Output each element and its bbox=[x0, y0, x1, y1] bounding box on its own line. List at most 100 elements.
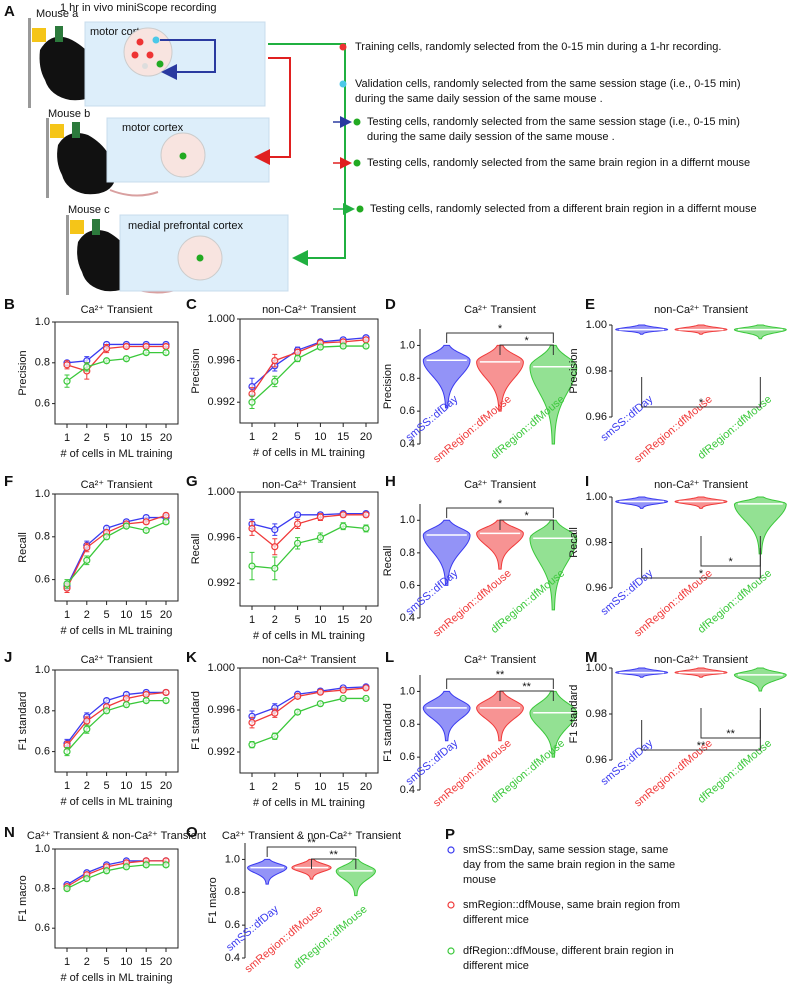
category-label: smSS::dfDay bbox=[599, 567, 656, 618]
point bbox=[83, 717, 91, 725]
x-tick-label: 5 bbox=[295, 614, 301, 626]
y-tick-label: 0.4 bbox=[225, 952, 240, 964]
violin bbox=[422, 344, 471, 409]
y-tick-label: 1.0 bbox=[400, 685, 415, 697]
chart-title: Ca²⁺ Transient bbox=[81, 654, 153, 666]
miniscope bbox=[72, 122, 80, 138]
legend-text: smSS::smDay, same session stage, same bbox=[463, 844, 668, 856]
y-tick-label: 0.6 bbox=[400, 405, 415, 417]
x-tick-label: 1 bbox=[249, 614, 255, 626]
y-tick-label: 0.992 bbox=[207, 396, 235, 408]
chart-title: non-Ca²⁺ Transient bbox=[262, 479, 356, 491]
bracket bbox=[499, 519, 554, 530]
point bbox=[122, 863, 131, 871]
cell bbox=[142, 63, 148, 69]
panel-label: C bbox=[186, 296, 197, 313]
significance: * bbox=[699, 397, 704, 409]
point bbox=[83, 363, 91, 371]
significance: * bbox=[729, 556, 734, 568]
legend-text: day from the same brain region in the sa… bbox=[463, 859, 675, 871]
legend-marker bbox=[447, 947, 455, 955]
x-axis-label: # of cells in ML training bbox=[60, 625, 172, 637]
panel-label: O bbox=[186, 824, 198, 841]
legend-dot bbox=[339, 80, 347, 88]
x-tick-label: 15 bbox=[337, 614, 349, 626]
point bbox=[339, 694, 347, 703]
y-tick-label: 0.6 bbox=[35, 746, 50, 758]
panel-label: N bbox=[4, 824, 15, 841]
tail bbox=[109, 189, 159, 197]
y-tick-label: 0.96 bbox=[586, 582, 607, 594]
point bbox=[248, 398, 256, 406]
plot-frame bbox=[239, 318, 379, 424]
point bbox=[248, 741, 256, 749]
y-tick-label: 1.00 bbox=[586, 662, 607, 674]
significance: ** bbox=[307, 837, 316, 849]
series-line bbox=[251, 345, 366, 403]
y-axis-label: F1 standard bbox=[190, 691, 202, 750]
category-label: smRegion::dfMouse bbox=[243, 903, 326, 975]
y-tick-label: 1.0 bbox=[35, 843, 50, 855]
point bbox=[63, 580, 71, 588]
point bbox=[63, 884, 71, 893]
x-tick-label: 10 bbox=[314, 614, 326, 626]
y-axis-label: Recall bbox=[17, 532, 29, 563]
x-tick-label: 1 bbox=[64, 956, 70, 968]
point bbox=[294, 348, 302, 356]
point bbox=[162, 518, 170, 526]
significance: * bbox=[498, 498, 503, 510]
violin bbox=[733, 496, 787, 555]
x-axis-label: # of cells in ML training bbox=[253, 630, 365, 642]
legend-marker bbox=[447, 846, 455, 854]
y-tick-label: 0.996 bbox=[207, 704, 235, 716]
cell bbox=[179, 152, 187, 160]
lick-port bbox=[70, 220, 84, 234]
x-tick-label: 5 bbox=[295, 431, 301, 443]
panel-label: I bbox=[585, 473, 589, 490]
panel-label: K bbox=[186, 649, 197, 666]
point bbox=[122, 342, 131, 351]
chart-title: Ca²⁺ Transient bbox=[464, 654, 536, 666]
y-tick-label: 1.0 bbox=[35, 316, 50, 328]
x-tick-label: 2 bbox=[272, 614, 278, 626]
legend-text: during the same daily session of the sam… bbox=[355, 93, 603, 105]
point bbox=[362, 694, 370, 703]
point bbox=[316, 513, 324, 521]
legend-text: Testing cells, randomly selected from th… bbox=[367, 157, 750, 169]
point bbox=[339, 522, 347, 530]
bracket bbox=[700, 536, 761, 567]
y-tick-label: 0.8 bbox=[35, 531, 50, 543]
x-tick-label: 10 bbox=[314, 781, 326, 793]
category-label: smSS::dfDay bbox=[404, 567, 461, 618]
y-axis-label: Precision bbox=[568, 348, 580, 393]
plot-frame bbox=[54, 493, 179, 602]
y-tick-label: 1.00 bbox=[586, 491, 607, 503]
series-line bbox=[66, 345, 166, 372]
x-tick-label: 10 bbox=[120, 432, 132, 444]
legend-text: smRegion::dfMouse, same brain region fro… bbox=[463, 899, 680, 911]
y-tick-label: 0.8 bbox=[225, 886, 240, 898]
y-tick-label: 0.98 bbox=[586, 365, 607, 377]
point bbox=[102, 696, 111, 705]
x-tick-label: 15 bbox=[140, 780, 152, 792]
chart-title: Ca²⁺ Transient & non-Ca²⁺ Transient bbox=[27, 830, 206, 842]
point bbox=[63, 361, 71, 369]
x-tick-label: 10 bbox=[120, 956, 132, 968]
y-axis-label: Recall bbox=[190, 534, 202, 565]
mouse bbox=[57, 132, 115, 195]
violin bbox=[674, 496, 728, 509]
bracket bbox=[641, 377, 761, 408]
y-axis-label: F1 standard bbox=[382, 703, 394, 762]
rod bbox=[66, 215, 69, 295]
x-tick-label: 1 bbox=[64, 780, 70, 792]
y-axis-label: F1 standard bbox=[568, 685, 580, 744]
x-tick-label: 2 bbox=[84, 780, 90, 792]
chart-title: non-Ca²⁺ Transient bbox=[262, 654, 356, 666]
point bbox=[162, 511, 170, 520]
point bbox=[83, 556, 91, 564]
series-line bbox=[251, 697, 366, 746]
plot-frame bbox=[239, 667, 379, 774]
panel-label: E bbox=[585, 296, 595, 313]
legend-text: Training cells, randomly selected from t… bbox=[355, 41, 721, 53]
